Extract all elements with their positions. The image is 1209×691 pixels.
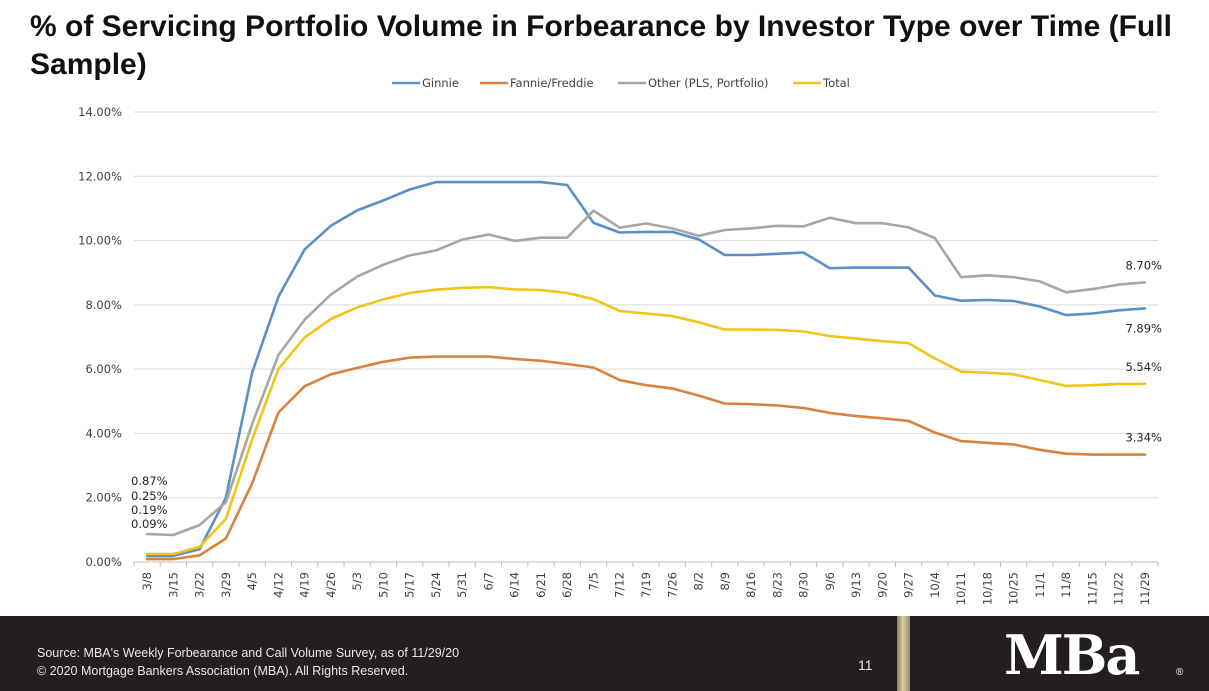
mba-logo: MBa (1004, 623, 1140, 687)
x-tick-label: 11/29 (1138, 572, 1152, 605)
source-line: Source: MBA's Weekly Forbearance and Cal… (37, 646, 460, 660)
x-tick-label: 10/25 (1007, 572, 1021, 605)
x-tick-label: 5/3 (350, 572, 364, 591)
start-value-label: 0.19% (131, 503, 168, 517)
x-tick-label: 3/15 (166, 572, 180, 598)
x-tick-label: 7/19 (639, 572, 653, 598)
x-tick-label: 5/31 (455, 572, 469, 598)
x-tick-label: 8/9 (718, 572, 732, 591)
x-tick-label: 3/22 (193, 572, 207, 598)
x-tick-label: 9/20 (875, 572, 889, 598)
end-value-label: 8.70% (1125, 258, 1162, 272)
x-tick-label: 11/8 (1059, 572, 1073, 598)
series-line-other-pls-portfolio (145, 209, 1147, 537)
y-tick-label: 4.00% (85, 426, 122, 440)
x-tick-label: 8/16 (744, 572, 758, 598)
x-tick-label: 6/28 (560, 572, 574, 598)
x-tick-label: 5/24 (429, 572, 443, 598)
series-line-total (145, 285, 1147, 556)
legend-label-total: Total (822, 76, 850, 90)
gridlines (134, 111, 1158, 563)
y-tick-label: 12.00% (78, 169, 122, 183)
x-tick-label: 8/2 (692, 572, 706, 591)
footer-divider (897, 616, 910, 691)
x-tick-label: 4/19 (298, 572, 312, 598)
x-tick-label: 11/1 (1033, 572, 1047, 598)
x-tick-label: 4/5 (245, 572, 259, 591)
x-tick-label: 7/5 (586, 572, 600, 591)
legend: Ginnie Fannie/Freddie Other (PLS, Portfoli… (392, 76, 850, 90)
x-tick-label: 8/30 (797, 572, 811, 598)
x-tick-label: 9/27 (902, 572, 916, 598)
x-tick-label: 3/29 (219, 572, 233, 598)
x-tick-label: 6/21 (534, 572, 548, 598)
x-tick-label: 4/12 (271, 572, 285, 598)
page-number: 11 (858, 657, 873, 673)
series-line-fannie-freddie (145, 355, 1147, 561)
x-tick-label: 6/14 (508, 572, 522, 598)
y-tick-label: 8.00% (85, 298, 122, 312)
y-tick-label: 0.00% (85, 555, 122, 569)
x-tick-label: 7/12 (613, 572, 627, 598)
y-tick-label: 10.00% (78, 234, 122, 248)
x-tick-label: 10/11 (954, 572, 968, 605)
legend-label-ginnie: Ginnie (422, 76, 459, 90)
y-tick-label: 6.00% (85, 362, 122, 376)
legend-label-other-pls-portfolio: Other (PLS, Portfolio) (648, 76, 769, 90)
x-tick-label: 6/7 (481, 572, 495, 591)
x-axis: 3/8 3/15 3/22 3/29 4/5 4/12 4/19 4/26 5/3 5/10 5/1… (133, 562, 1159, 605)
y-tick-label: 2.00% (85, 491, 122, 505)
x-tick-label: 11/15 (1085, 572, 1099, 605)
y-tick-label: 14.00% (78, 105, 122, 119)
end-value-label: 3.34% (1125, 431, 1162, 445)
series-line-ginnie (145, 180, 1147, 558)
start-value-label: 0.25% (131, 489, 168, 503)
x-tick-label: 11/22 (1112, 572, 1126, 605)
legend-label-fannie-freddie: Fannie/Freddie (510, 76, 594, 90)
x-tick-label: 10/18 (980, 572, 994, 605)
x-tick-label: 10/4 (928, 572, 942, 598)
end-value-label: 7.89% (1125, 321, 1162, 335)
end-value-label: 5.54% (1125, 360, 1162, 374)
line-chart: 0.00% 2.00% 4.00% 6.00% 8.00% 10.00% 12.00% 14.… (78, 76, 1162, 605)
x-tick-label: 9/13 (849, 572, 863, 598)
footer: Source: MBA's Weekly Forbearance and Cal… (0, 616, 1209, 691)
x-tick-label: 3/8 (140, 572, 154, 591)
x-tick-label: 4/26 (324, 572, 338, 598)
source-note: Source: MBA's Weekly Forbearance and Cal… (37, 644, 459, 680)
x-tick-label: 8/23 (770, 572, 784, 598)
series-lines (145, 180, 1147, 561)
y-axis: 0.00% 2.00% 4.00% 6.00% 8.00% 10.00% 12.00% 14.… (78, 105, 122, 569)
start-value-label: 0.09% (131, 517, 168, 531)
x-tick-label: 7/26 (665, 572, 679, 598)
x-tick-label: 5/17 (403, 572, 417, 598)
x-tick-label: 9/6 (823, 572, 837, 591)
page-title: % of Servicing Portfolio Volume in Forbe… (30, 10, 1172, 81)
registered-mark: ® (1176, 667, 1184, 678)
copyright-line: © 2020 Mortgage Bankers Association (MBA… (37, 664, 409, 678)
start-value-label: 0.87% (131, 474, 168, 488)
annotations: 0.87%0.25%0.19%0.09% 8.70% 7.89% 5.54% 3.34% (131, 258, 1162, 531)
x-tick-label: 5/10 (376, 572, 390, 598)
